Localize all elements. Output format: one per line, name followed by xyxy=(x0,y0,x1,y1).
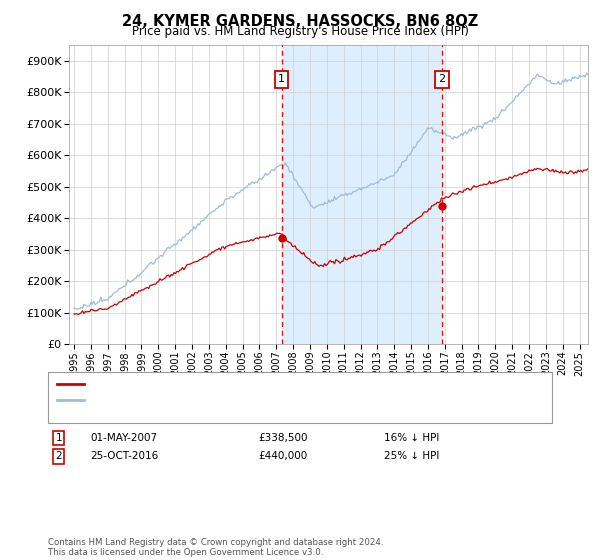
Bar xyxy=(282,45,442,344)
Text: £440,000: £440,000 xyxy=(258,451,307,461)
Text: 2: 2 xyxy=(55,451,62,461)
Text: 16% ↓ HPI: 16% ↓ HPI xyxy=(384,433,439,443)
Text: 24, KYMER GARDENS, HASSOCKS, BN6 8QZ: 24, KYMER GARDENS, HASSOCKS, BN6 8QZ xyxy=(122,14,478,29)
Text: HPI: Average price, detached house, Mid Sussex: HPI: Average price, detached house, Mid … xyxy=(90,395,341,405)
Text: 25-OCT-2016: 25-OCT-2016 xyxy=(90,451,158,461)
Text: 25% ↓ HPI: 25% ↓ HPI xyxy=(384,451,439,461)
Text: 1: 1 xyxy=(278,74,286,85)
Text: Price paid vs. HM Land Registry's House Price Index (HPI): Price paid vs. HM Land Registry's House … xyxy=(131,25,469,38)
Text: 01-MAY-2007: 01-MAY-2007 xyxy=(90,433,157,443)
Text: 1: 1 xyxy=(55,433,62,443)
Text: 24, KYMER GARDENS, HASSOCKS, BN6 8QZ (detached house): 24, KYMER GARDENS, HASSOCKS, BN6 8QZ (de… xyxy=(90,379,412,389)
Text: 2: 2 xyxy=(439,74,445,85)
Text: Contains HM Land Registry data © Crown copyright and database right 2024.
This d: Contains HM Land Registry data © Crown c… xyxy=(48,538,383,557)
Text: £338,500: £338,500 xyxy=(258,433,308,443)
